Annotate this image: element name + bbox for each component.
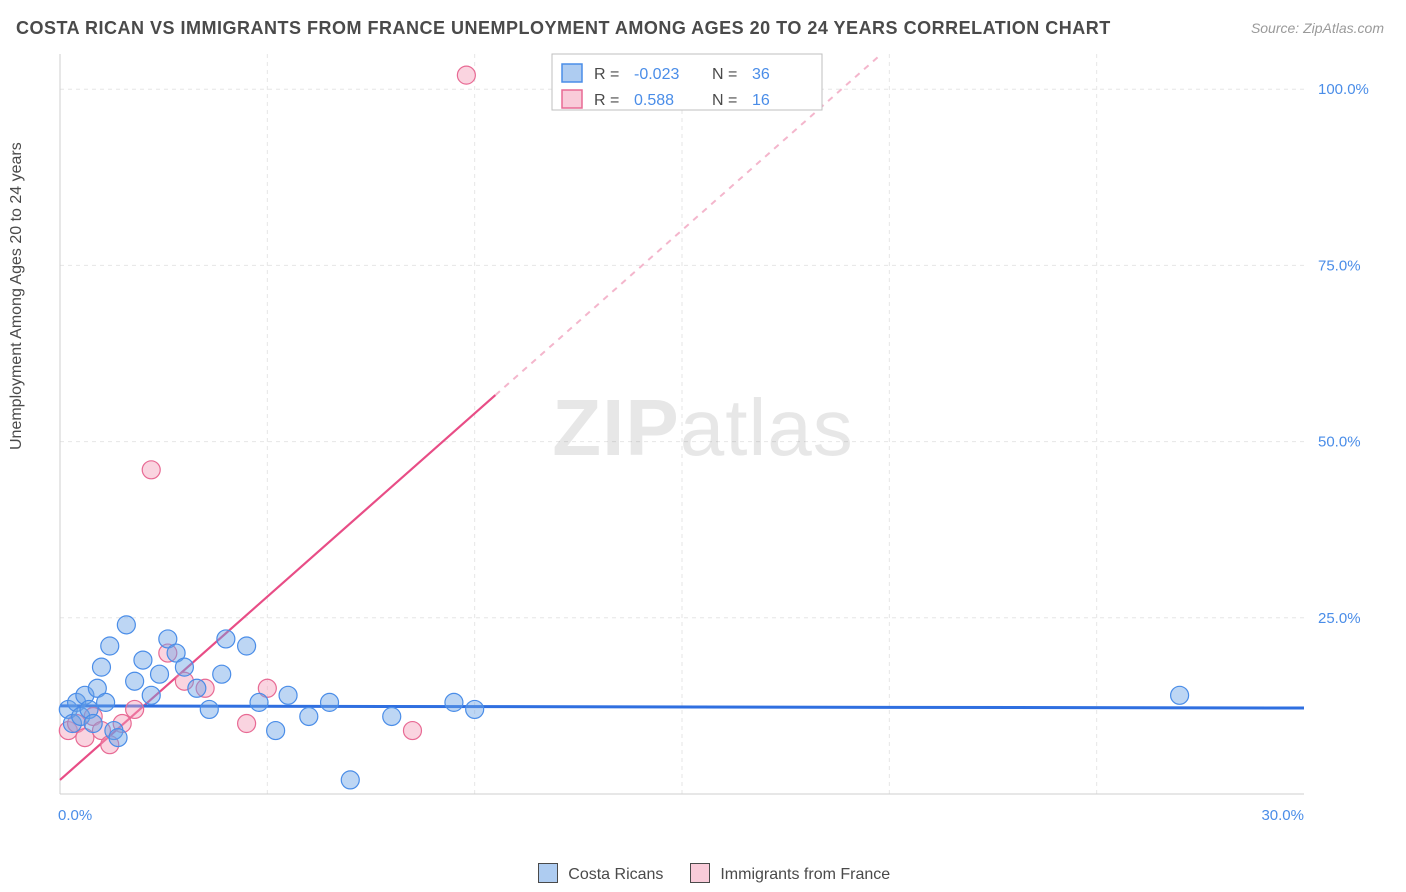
legend-label-costa-ricans: Costa Ricans xyxy=(568,866,663,883)
data-point xyxy=(238,715,256,733)
data-point xyxy=(1171,686,1189,704)
data-point xyxy=(142,686,160,704)
y-tick-label: 100.0% xyxy=(1318,81,1369,98)
legend-box xyxy=(552,54,822,110)
x-tick-label: 30.0% xyxy=(1261,807,1304,824)
data-point xyxy=(117,616,135,634)
source-credit: Source: ZipAtlas.com xyxy=(1251,20,1384,36)
legend-label-immigrants-france: Immigrants from France xyxy=(720,866,890,883)
trend-line-blue xyxy=(60,706,1304,708)
data-point xyxy=(92,658,110,676)
data-point xyxy=(213,665,231,683)
legend-swatch xyxy=(562,90,582,108)
data-point xyxy=(403,722,421,740)
data-point xyxy=(188,679,206,697)
data-point xyxy=(250,693,268,711)
x-tick-label: 0.0% xyxy=(58,807,92,824)
data-point xyxy=(175,658,193,676)
legend-n-label: N = xyxy=(712,92,737,109)
y-tick-label: 75.0% xyxy=(1318,257,1361,274)
data-point xyxy=(200,700,218,718)
data-point xyxy=(466,700,484,718)
data-point xyxy=(300,707,318,725)
legend-r-value: -0.023 xyxy=(634,66,679,83)
data-point xyxy=(84,715,102,733)
data-point xyxy=(341,771,359,789)
data-point xyxy=(101,637,119,655)
y-axis-label: Unemployment Among Ages 20 to 24 years xyxy=(8,142,26,450)
bottom-legend: Costa Ricans Immigrants from France xyxy=(0,863,1406,884)
legend-r-value: 0.588 xyxy=(634,92,674,109)
legend-r-label: R = xyxy=(594,92,619,109)
data-point xyxy=(109,729,127,747)
legend-r-label: R = xyxy=(594,66,619,83)
data-point xyxy=(217,630,235,648)
data-point xyxy=(238,637,256,655)
data-point xyxy=(383,707,401,725)
data-point xyxy=(267,722,285,740)
data-point xyxy=(142,461,160,479)
data-point xyxy=(97,693,115,711)
data-point xyxy=(126,700,144,718)
data-point xyxy=(279,686,297,704)
legend-swatch xyxy=(562,64,582,82)
y-tick-label: 50.0% xyxy=(1318,434,1361,451)
legend-n-label: N = xyxy=(712,66,737,83)
data-point xyxy=(445,693,463,711)
scatter-plot: 25.0% 50.0% 75.0% 100.0% 0.0% 30.0% R = -0.023 N… xyxy=(52,50,1382,830)
legend-swatch-blue xyxy=(538,863,558,883)
data-point xyxy=(457,66,475,84)
legend-n-value: 16 xyxy=(752,92,770,109)
y-tick-label: 25.0% xyxy=(1318,610,1361,627)
data-point xyxy=(134,651,152,669)
data-point xyxy=(321,693,339,711)
chart-title: COSTA RICAN VS IMMIGRANTS FROM FRANCE UN… xyxy=(16,18,1111,39)
data-point xyxy=(151,665,169,683)
legend-n-value: 36 xyxy=(752,66,770,83)
legend-swatch-pink xyxy=(690,863,710,883)
data-point xyxy=(126,672,144,690)
